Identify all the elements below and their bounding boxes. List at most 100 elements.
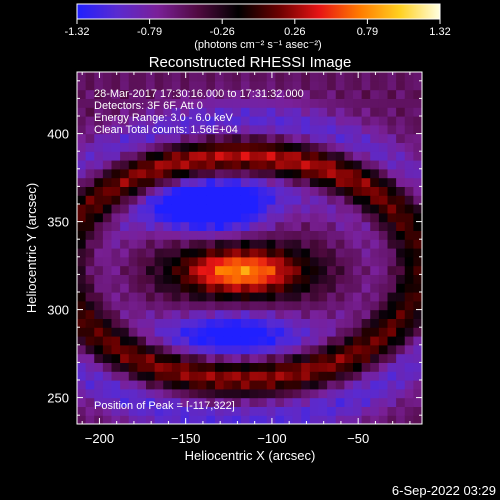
heatmap-cell [137,248,147,258]
heatmap-cell [128,98,138,108]
heatmap-cell [189,344,199,355]
heatmap-cell [189,221,199,231]
heatmap-cell [361,380,371,390]
heatmap-cell [301,353,311,363]
heatmap-cell [353,274,363,284]
x-tick-label: −50 [347,431,369,446]
heatmap-cell [94,177,104,187]
heatmap-cell [327,248,337,258]
heatmap-cell [258,327,268,337]
heatmap-cell [223,239,233,249]
heatmap-cell [163,98,173,108]
heatmap-cell [370,406,380,416]
heatmap-cell [77,380,87,390]
heatmap-cell [77,336,87,346]
heatmap-cell [146,195,156,205]
heatmap-cell [258,265,268,275]
heatmap-cell [94,204,104,214]
heatmap-cell [154,204,164,214]
heatmap-cell [353,300,363,311]
heatmap-cell [146,265,156,275]
heatmap-cell [344,336,354,346]
heatmap-cell [137,371,147,381]
heatmap-cell [335,406,345,416]
heatmap-cell [223,336,233,346]
heatmap-cell [120,256,130,267]
heatmap-cell [344,168,354,179]
heatmap-cell [327,151,337,161]
heatmap-cell [206,362,216,372]
heatmap-cell [146,133,156,143]
heatmap-cell [249,415,259,424]
heatmap-cell [258,300,268,311]
heatmap-cell [292,124,302,135]
heatmap-cell [309,362,320,372]
heatmap-cell [327,116,337,126]
heatmap-cell [378,160,389,170]
heatmap-cell [413,327,422,337]
heatmap-cell [171,309,182,319]
heatmap-cell [292,204,302,214]
heatmap-cell [128,80,138,91]
heatmap-cell [266,336,276,346]
heatmap-cell [77,265,87,275]
heatmap-cell [275,177,285,187]
heatmap-cell [309,309,320,319]
heatmap-cell [292,133,302,143]
heatmap-cell [180,371,190,381]
heatmap-cell [378,362,389,372]
heatmap-cell [353,309,363,319]
heatmap-cell [266,353,276,363]
heatmap-cell [318,239,328,249]
heatmap-cell [94,274,104,284]
heatmap-cell [327,292,337,302]
heatmap-cell [370,371,380,381]
heatmap-cell [396,239,406,249]
heatmap-cell [171,239,182,249]
heatmap-cell [301,309,311,319]
heatmap-cell [77,212,87,223]
heatmap-cell [240,336,251,346]
heatmap-cell [378,98,389,108]
heatmap-cell [404,107,414,117]
heatmap-cell [404,195,414,205]
heatmap-cell [206,221,216,231]
heatmap-cell [163,80,173,91]
heatmap-cell [102,177,113,187]
heatmap-cell [223,353,233,363]
heatmap-cell [154,89,164,99]
heatmap-cell [102,230,113,240]
heatmap-cell [404,133,414,143]
heatmap-cell [146,98,156,108]
heatmap-cell [128,265,138,275]
heatmap-cell [137,362,147,372]
heatmap-cell [215,283,225,293]
heatmap-cell [240,327,251,337]
heatmap-cell [318,300,328,311]
heatmap-cell [223,124,233,135]
heatmap-cell [111,336,121,346]
heatmap-cell [266,89,276,99]
heatmap-cell [301,133,311,143]
heatmap-cell [85,318,95,328]
heatmap-cell [353,204,363,214]
heatmap-cell [396,344,406,355]
heatmap-cell [120,151,130,161]
heatmap-cell [240,362,251,372]
heatmap-cell [344,177,354,187]
heatmap-cell [189,309,199,319]
heatmap-cell [77,230,87,240]
heatmap-cell [361,142,371,152]
heatmap-cell [189,160,199,170]
heatmap-cell [258,133,268,143]
heatmap-cell [128,142,138,152]
heatmap-cell [137,186,147,196]
heatmap-cell [249,116,259,126]
heatmap-cell [128,397,138,407]
heatmap-cell [163,327,173,337]
heatmap-cell [353,353,363,363]
heatmap-cell [146,300,156,311]
heatmap-cell [309,80,320,91]
heatmap-cell [111,415,121,424]
heatmap-cell [111,221,121,231]
